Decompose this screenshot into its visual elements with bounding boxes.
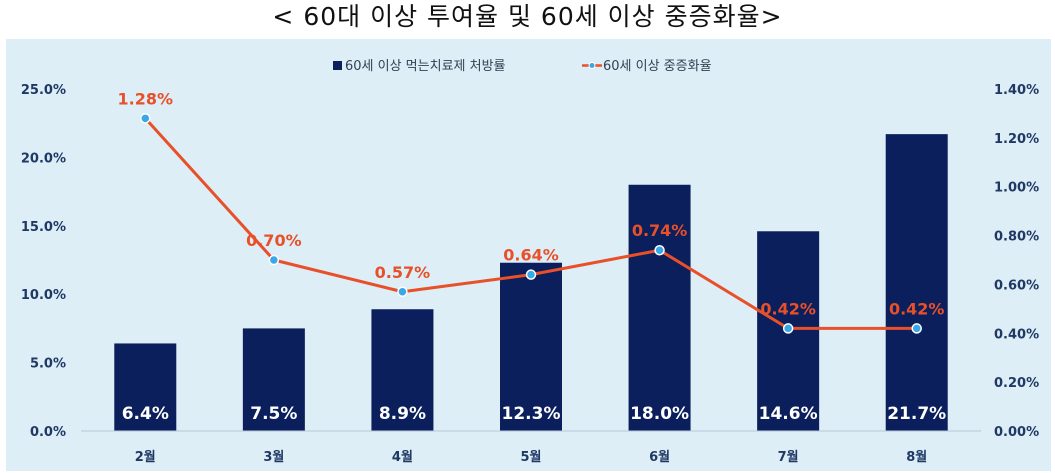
bar-data-label: 6.4%	[122, 404, 169, 424]
page-title: < 60대 이상 투여율 및 60세 이상 중증화율>	[272, 2, 783, 31]
y-right-tick-label: 0.40%	[994, 327, 1039, 342]
chart-legend: 60세 이상 먹는치료제 처방률 60세 이상 중증화율	[333, 59, 712, 74]
legend-line-marker	[588, 62, 596, 69]
line-data-label: 0.64%	[503, 246, 559, 265]
x-tick-label: 8월	[906, 449, 927, 465]
x-tick-label: 6월	[649, 449, 670, 465]
bar	[628, 184, 691, 431]
x-tick-label: 4월	[392, 449, 413, 465]
line-data-label: 0.74%	[632, 221, 688, 240]
line-series	[140, 113, 922, 334]
legend-line-label: 60세 이상 중증화율	[603, 59, 712, 74]
bar-data-labels: 6.4% 7.5% 8.9% 12.3% 18.0% 14.6% 21.7%	[122, 404, 946, 424]
y-right-tick-label: 1.40%	[994, 83, 1039, 98]
bar	[242, 328, 305, 431]
y-left-tick-label: 10.0%	[21, 288, 66, 303]
x-tick-label: 3월	[263, 449, 284, 465]
y-left-tick-label: 5.0%	[30, 357, 66, 372]
line-point	[782, 323, 794, 334]
y-right-tick-label: 0.20%	[994, 376, 1039, 391]
bar-series	[114, 134, 948, 432]
bar-data-label: 18.0%	[630, 404, 689, 424]
legend-bar-label: 60세 이상 먹는치료제 처방률	[345, 59, 506, 74]
line-data-label: 0.57%	[375, 263, 431, 282]
y-left-tick-label: 15.0%	[21, 220, 66, 235]
bar	[500, 262, 562, 431]
y-left-tick-label: 0.0%	[30, 425, 66, 440]
line-point	[268, 254, 280, 266]
x-axis: 2월 3월 4월 5월 6월 7월 8월	[81, 430, 981, 465]
y-right-tick-label: 0.00%	[994, 425, 1039, 440]
left-y-axis: 0.0% 5.0% 10.0% 15.0% 20.0% 25.0%	[21, 83, 66, 440]
bar	[371, 309, 434, 431]
bar-data-label: 21.7%	[887, 404, 946, 424]
x-tick-label: 7월	[778, 449, 799, 465]
chart-panel: 60세 이상 먹는치료제 처방률 60세 이상 중증화율 0.0% 5.0% 10.…	[6, 39, 1051, 471]
line-point	[911, 323, 922, 334]
legend-bar-swatch	[333, 61, 342, 70]
line-point	[525, 269, 537, 280]
line-data-label: 0.42%	[889, 299, 945, 318]
y-left-tick-label: 25.0%	[21, 83, 66, 98]
bar-data-label: 8.9%	[379, 404, 426, 424]
combo-chart: 60세 이상 먹는치료제 처방률 60세 이상 중증화율 0.0% 5.0% 10.…	[21, 59, 1039, 465]
bar-data-label: 12.3%	[502, 404, 561, 424]
bar-data-label: 14.6%	[759, 404, 818, 424]
y-right-tick-label: 1.00%	[994, 181, 1039, 196]
line-point	[140, 113, 151, 124]
bar-data-label: 7.5%	[250, 404, 297, 424]
bar	[885, 134, 948, 432]
y-left-tick-label: 20.0%	[21, 151, 66, 166]
bar	[114, 343, 177, 431]
line-data-label: 1.28%	[118, 89, 174, 108]
y-right-tick-label: 0.80%	[994, 230, 1039, 245]
y-right-tick-label: 0.60%	[994, 278, 1039, 293]
right-y-axis: 0.00% 0.20% 0.40% 0.60% 0.80% 1.00% 1.20% 1.40%	[994, 83, 1039, 440]
y-right-tick-label: 1.20%	[994, 132, 1039, 147]
x-tick-label: 5월	[520, 449, 541, 465]
line-point	[654, 244, 665, 256]
line-data-label: 0.70%	[246, 231, 302, 250]
line-data-label: 0.42%	[760, 299, 816, 318]
x-tick-label: 2월	[135, 449, 156, 465]
line-point	[397, 286, 408, 298]
line-data-labels: 1.28% 0.70% 0.57% 0.64% 0.74% 0.42% 0.42%	[118, 89, 945, 318]
